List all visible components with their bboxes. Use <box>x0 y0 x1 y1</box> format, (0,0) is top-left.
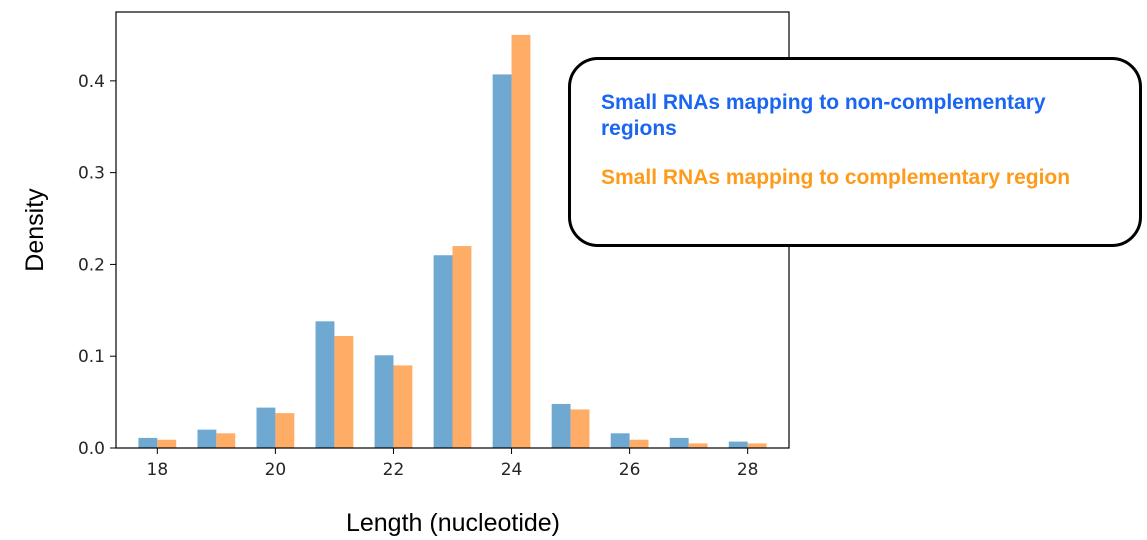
bar-non-complementary-19 <box>197 429 217 448</box>
legend-item-complementary: Small RNAs mapping to complementary regi… <box>601 166 1071 189</box>
y-tick-label: 0.2 <box>78 255 105 275</box>
bar-non-complementary-26 <box>610 433 630 448</box>
x-tick-label: 28 <box>737 460 759 480</box>
y-tick-label: 0.1 <box>78 347 105 367</box>
y-tick-label: 0.3 <box>78 164 105 184</box>
bars-group <box>138 34 767 449</box>
bar-complementary-25 <box>570 409 590 448</box>
x-tick-label: 18 <box>147 460 169 480</box>
bar-non-complementary-23 <box>433 255 453 448</box>
y-axis-title: Density <box>21 188 49 272</box>
bar-complementary-19 <box>216 433 236 448</box>
bar-complementary-27 <box>688 443 708 448</box>
bar-non-complementary-25 <box>551 403 571 448</box>
bar-complementary-21 <box>334 336 354 448</box>
y-tick-label: 0.0 <box>78 439 105 459</box>
legend-item-non-complementary: Small RNAs mapping to non-complementary … <box>601 91 1046 140</box>
bar-non-complementary-21 <box>315 321 335 448</box>
x-tick-label: 20 <box>265 460 287 480</box>
bar-complementary-23 <box>452 246 472 448</box>
bar-complementary-26 <box>629 439 649 448</box>
bar-complementary-28 <box>747 443 767 448</box>
bar-non-complementary-20 <box>256 407 276 448</box>
x-tick-label: 22 <box>383 460 405 480</box>
bar-complementary-20 <box>275 413 295 448</box>
x-tick-label: 24 <box>501 460 523 480</box>
x-axis: 18 20 22 24 26 28 <box>147 448 759 480</box>
bar-complementary-22 <box>393 365 413 448</box>
x-axis-title: Length (nucleotide) <box>346 509 560 537</box>
y-axis: 0.0 0.1 0.2 0.3 0.4 <box>78 72 116 459</box>
legend: Small RNAs mapping to non-complementary … <box>568 57 1142 247</box>
bar-non-complementary-24 <box>492 74 512 448</box>
y-tick-label: 0.4 <box>78 72 105 92</box>
x-tick-label: 26 <box>619 460 641 480</box>
bar-non-complementary-18 <box>138 437 158 448</box>
bar-non-complementary-22 <box>374 355 394 448</box>
bar-non-complementary-27 <box>669 437 689 448</box>
bar-non-complementary-28 <box>728 441 748 448</box>
bar-complementary-24 <box>511 34 531 449</box>
bar-complementary-18 <box>157 439 177 448</box>
